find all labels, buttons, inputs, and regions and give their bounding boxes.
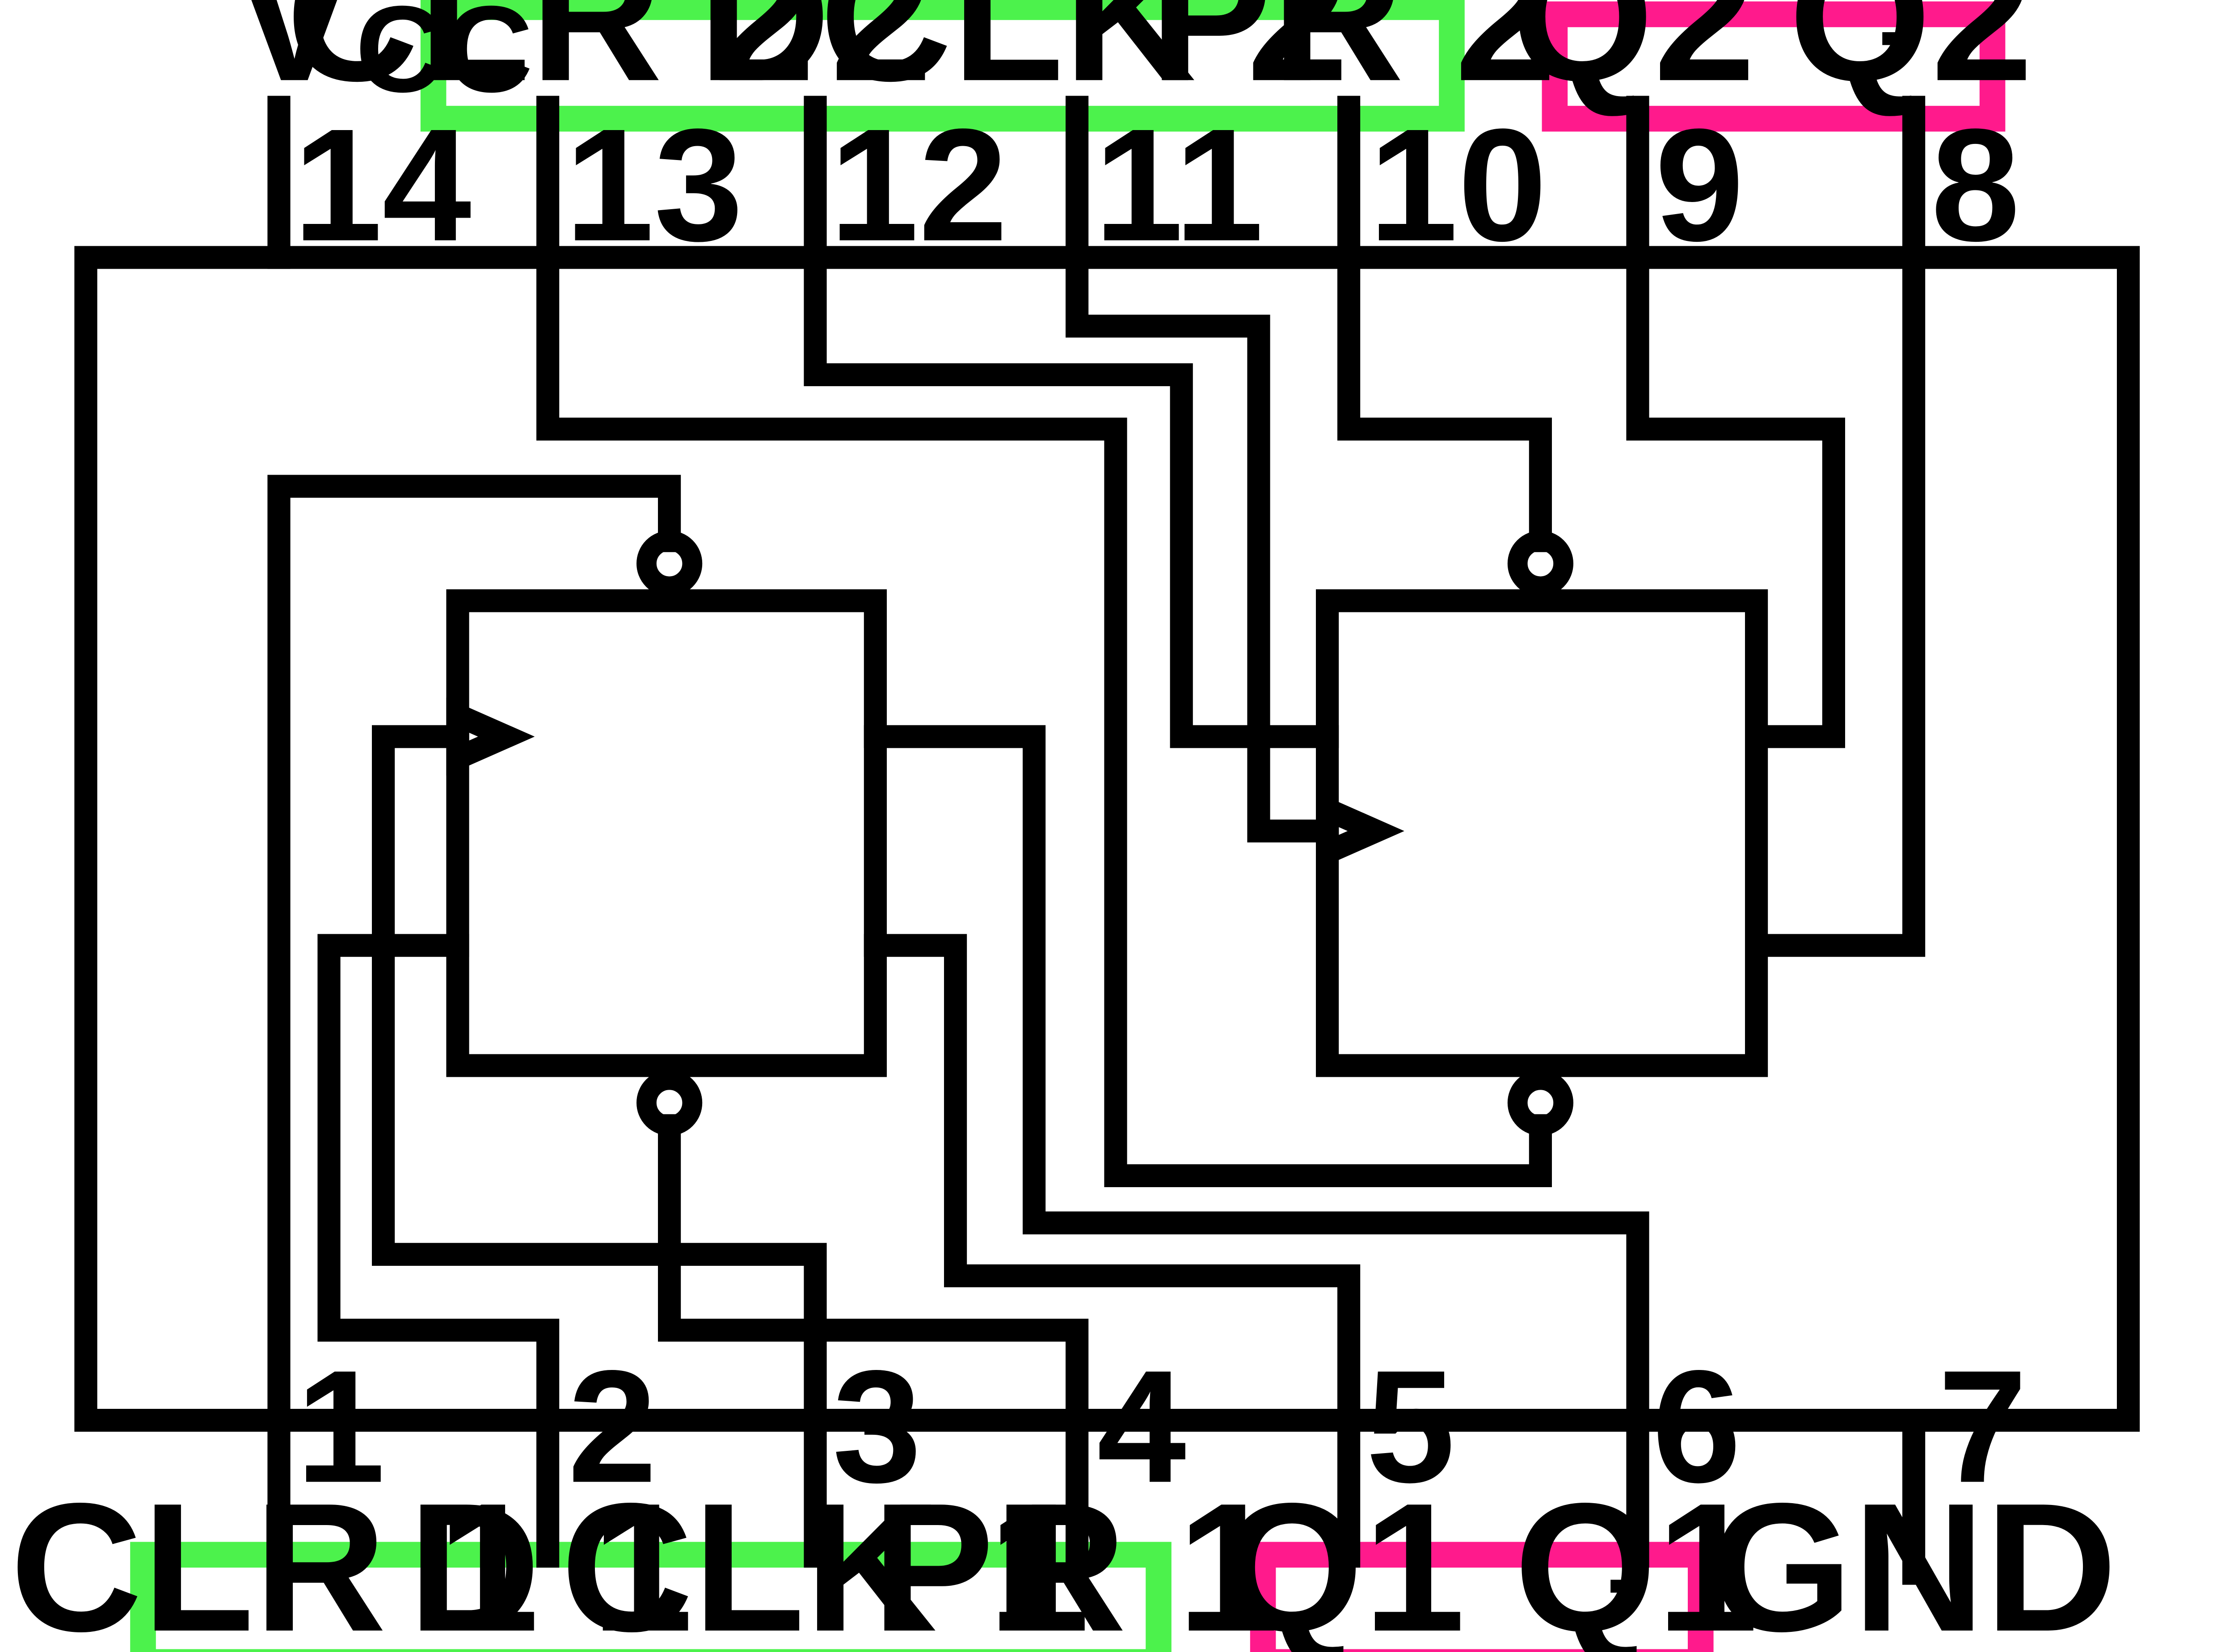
q2-label: Q2: [1511, 0, 1755, 119]
wire-clk1-to-ff1-clock: [372, 725, 827, 1432]
pin-4-number: 4: [1097, 1337, 1187, 1516]
pin-2-number: 2: [568, 1337, 657, 1516]
pin-6-number: 6: [1652, 1337, 1741, 1516]
wire-ff1-q-to-pin5: [864, 934, 1361, 1432]
pr1-label: PR 1: [872, 1465, 1279, 1652]
pin-12-number: 12: [830, 96, 1008, 274]
flip-flop-1-box: [446, 589, 887, 1077]
clr1-label: CLR 1: [10, 1465, 539, 1652]
pin-8-number: 8: [1931, 96, 2020, 274]
pin-3-number: 3: [832, 1337, 921, 1516]
outputs-2-group-box: [1542, 1, 2006, 132]
clk2-label: CLK 2: [820, 0, 1349, 119]
gnd-label: GND: [1710, 1465, 2117, 1652]
wire-clr2-to-ff2-clear: [536, 246, 1552, 1187]
pin-9-number: 9: [1655, 96, 1744, 274]
vcc-label: VCC: [233, 0, 533, 119]
q1-label: Q1: [1221, 1465, 1465, 1652]
pin-10-number: 10: [1369, 96, 1547, 274]
pin-5-number: 5: [1366, 1337, 1455, 1516]
internal-wiring: [267, 246, 1926, 1432]
pin-1-number: 1: [296, 1337, 385, 1516]
wire-clk2-to-ff2-clock: [1066, 246, 1339, 843]
bottom-pin-stubs: [267, 1409, 1926, 1585]
wire-pr2-to-ff2-preset: [1337, 246, 1552, 552]
inputs-2-group-box: [420, 0, 1465, 132]
pin-7-number: 7: [1938, 1337, 2027, 1516]
wire-clr1-to-ff1-preset: [267, 475, 681, 1432]
pin-13-number: 13: [565, 96, 743, 274]
clk1-label: CLK 1: [561, 1465, 1090, 1652]
wire-d2-to-ff2-d: [804, 246, 1339, 748]
wire-pr1-to-ff1-clear: [658, 1114, 1089, 1432]
pin-11-number: 11: [1094, 96, 1264, 274]
q1-bar-label: Q1: [1514, 1465, 1758, 1652]
d2-label: D2: [698, 0, 932, 119]
top-pin-stubs: [267, 96, 1926, 269]
ic-package-body: [74, 246, 2140, 1432]
q2-bar-label: Q2: [1789, 0, 2033, 119]
pin-14-number: 14: [293, 96, 472, 274]
clr2-label: CLR 2: [286, 0, 815, 119]
pr2-label: PR 2: [1150, 0, 1557, 119]
wire-ff1-qbar-to-pin6: [864, 725, 1649, 1432]
vcc-label-main: V: [233, 0, 356, 119]
vcc-label-subscript: CC: [355, 0, 533, 118]
wire-ff2-q-to-pin9: [1626, 246, 1845, 748]
wire-ff2-qbar-to-pin8: [1745, 246, 1926, 957]
outputs-1-group-box: [1250, 1542, 1714, 1652]
d1-label: D 1: [408, 1465, 693, 1652]
inputs-1-group-box: [130, 1542, 1172, 1652]
